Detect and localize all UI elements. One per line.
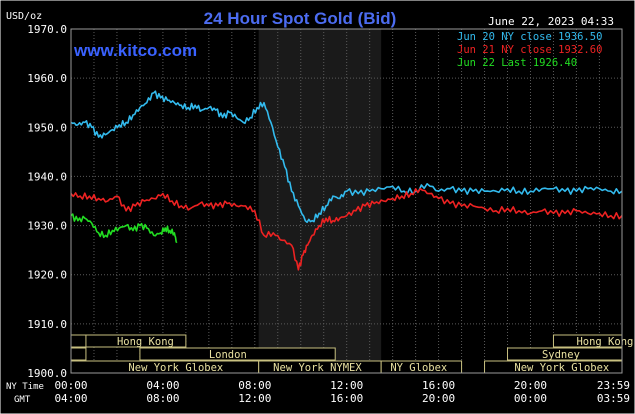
x-tick-label-ny: 12:00	[330, 379, 363, 392]
y-tick-label: 1900.0	[27, 367, 67, 380]
y-axis-unit-label: USD/oz	[6, 11, 42, 22]
series-line-2	[70, 213, 178, 244]
y-tick-label: 1940.0	[27, 170, 67, 183]
y-tick-label: 1910.0	[27, 318, 67, 331]
x-tick-label-ny: 20:00	[514, 379, 547, 392]
x-tick-label-ny: 08:00	[238, 379, 271, 392]
x-tick-label-gmt: 16:00	[330, 392, 363, 405]
session-box	[70, 347, 87, 361]
source-watermark: www.kitco.com	[73, 41, 197, 60]
y-tick-label: 1930.0	[27, 220, 67, 233]
x-tick-label-gmt: 20:00	[422, 392, 455, 405]
x-axis-gmt-label: GMT	[14, 395, 31, 405]
x-tick-label-gmt: 03:59	[597, 392, 630, 405]
x-tick-label-ny: 23:59	[597, 379, 630, 392]
session-box	[139, 347, 336, 361]
nymex-shaded-region	[258, 29, 382, 373]
x-axis-ny-time-label: NY Time	[6, 382, 44, 392]
session-label: NY Globex	[390, 362, 447, 374]
session-label: Hong Kong	[117, 336, 174, 348]
axes: 1970.0 1960.0 1950.0 1940.0 1930.0 1920.0 1910…	[27, 23, 630, 405]
series-line-0	[70, 90, 623, 223]
y-tick-label: 1960.0	[27, 72, 67, 85]
plot-border	[70, 28, 623, 374]
session-label: London	[209, 349, 247, 361]
chart-title: 24 Hour Spot Gold (Bid)	[204, 9, 397, 28]
x-tick-label-ny: 00:00	[54, 379, 87, 392]
y-tick-label: 1920.0	[27, 269, 67, 282]
session-label: New York NYMEX	[273, 362, 362, 374]
legend-item-jun21: Jun 21 NY close 1932.60	[457, 44, 602, 56]
session-label: New York Globex	[514, 362, 609, 374]
x-tick-label-ny: 04:00	[146, 379, 179, 392]
x-tick-label-gmt: 12:00	[238, 392, 271, 405]
session-label: Sydney	[542, 349, 580, 361]
x-tick-label-gmt: 00:00	[514, 392, 547, 405]
series-line-1	[70, 187, 623, 271]
legend-item-jun20: Jun 20 NY close 1936.50	[457, 31, 602, 43]
x-tick-label-ny: 16:00	[422, 379, 455, 392]
chart-timestamp: June 22, 2023 04:33	[488, 15, 614, 28]
y-tick-label: 1950.0	[27, 121, 67, 134]
legend: Jun 20 NY close 1936.50 Jun 21 NY close …	[457, 31, 602, 69]
session-label: Hong Kong	[576, 336, 633, 348]
legend-item-jun22: Jun 22 Last 1926.40	[457, 57, 577, 69]
session-box	[70, 334, 87, 348]
y-tick-label: 1970.0	[27, 23, 67, 36]
price-series	[70, 90, 623, 271]
session-label: New York Globex	[128, 362, 223, 374]
nymex-shade-rect	[258, 29, 382, 373]
x-tick-label-gmt: 08:00	[146, 392, 179, 405]
x-tick-label-gmt: 04:00	[54, 392, 87, 405]
